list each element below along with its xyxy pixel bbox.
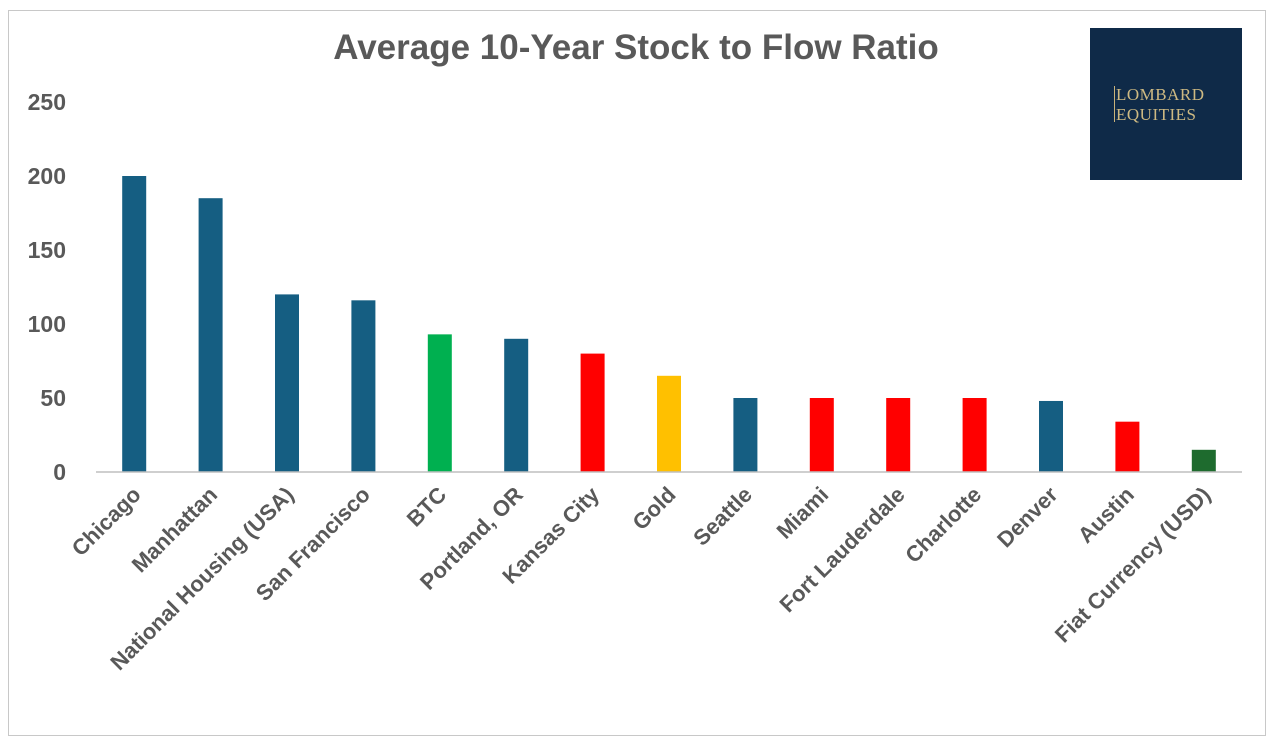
- bar-austin: [1115, 421, 1140, 472]
- x-tick-label: BTC: [402, 482, 452, 532]
- bar-san-francisco: [351, 300, 376, 472]
- x-tick-label: Denver: [992, 482, 1063, 553]
- bar-charlotte: [962, 398, 987, 472]
- bar-gold: [657, 375, 681, 472]
- y-axis: 0 50 100 150 200 250: [28, 89, 66, 485]
- bar-kansas-city: [580, 353, 605, 472]
- x-tick-label: Gold: [627, 482, 680, 535]
- y-tick-label: 200: [28, 163, 66, 189]
- x-tick-label: Austin: [1073, 482, 1139, 548]
- bar-fiat-currency-usd: [1191, 449, 1216, 472]
- bar-portland-or: [504, 338, 529, 472]
- x-tick-label: Charlotte: [900, 482, 986, 568]
- bar-miami: [809, 398, 834, 472]
- chart-title: Average 10-Year Stock to Flow Ratio: [333, 28, 939, 67]
- y-tick-label: 50: [40, 385, 66, 411]
- y-tick-label: 250: [28, 89, 66, 115]
- bar-manhattan: [198, 198, 223, 472]
- bar-denver: [1039, 400, 1063, 472]
- logo-text-lombard: LOMBARD: [1116, 85, 1205, 104]
- logo-text-equities: EQUITIES: [1116, 105, 1197, 124]
- x-tick-label: Seattle: [688, 482, 757, 551]
- logo-divider: [1114, 86, 1115, 122]
- x-tick-label: Miami: [772, 482, 834, 544]
- bar-national-housing-usa: [275, 294, 299, 472]
- bar-seattle: [733, 398, 758, 472]
- y-tick-label: 150: [28, 237, 66, 263]
- bars: [122, 176, 1216, 472]
- x-tick-label: Chicago: [67, 482, 146, 561]
- y-tick-label: 0: [53, 459, 66, 485]
- x-tick-label: Fiat Currency (USD): [1050, 482, 1215, 647]
- bar-btc: [427, 334, 452, 472]
- y-tick-label: 100: [28, 311, 66, 337]
- bar-fort-lauderdale: [886, 398, 911, 472]
- bar-chicago: [122, 176, 147, 472]
- lombard-equities-logo: LOMBARD EQUITIES: [1090, 28, 1242, 180]
